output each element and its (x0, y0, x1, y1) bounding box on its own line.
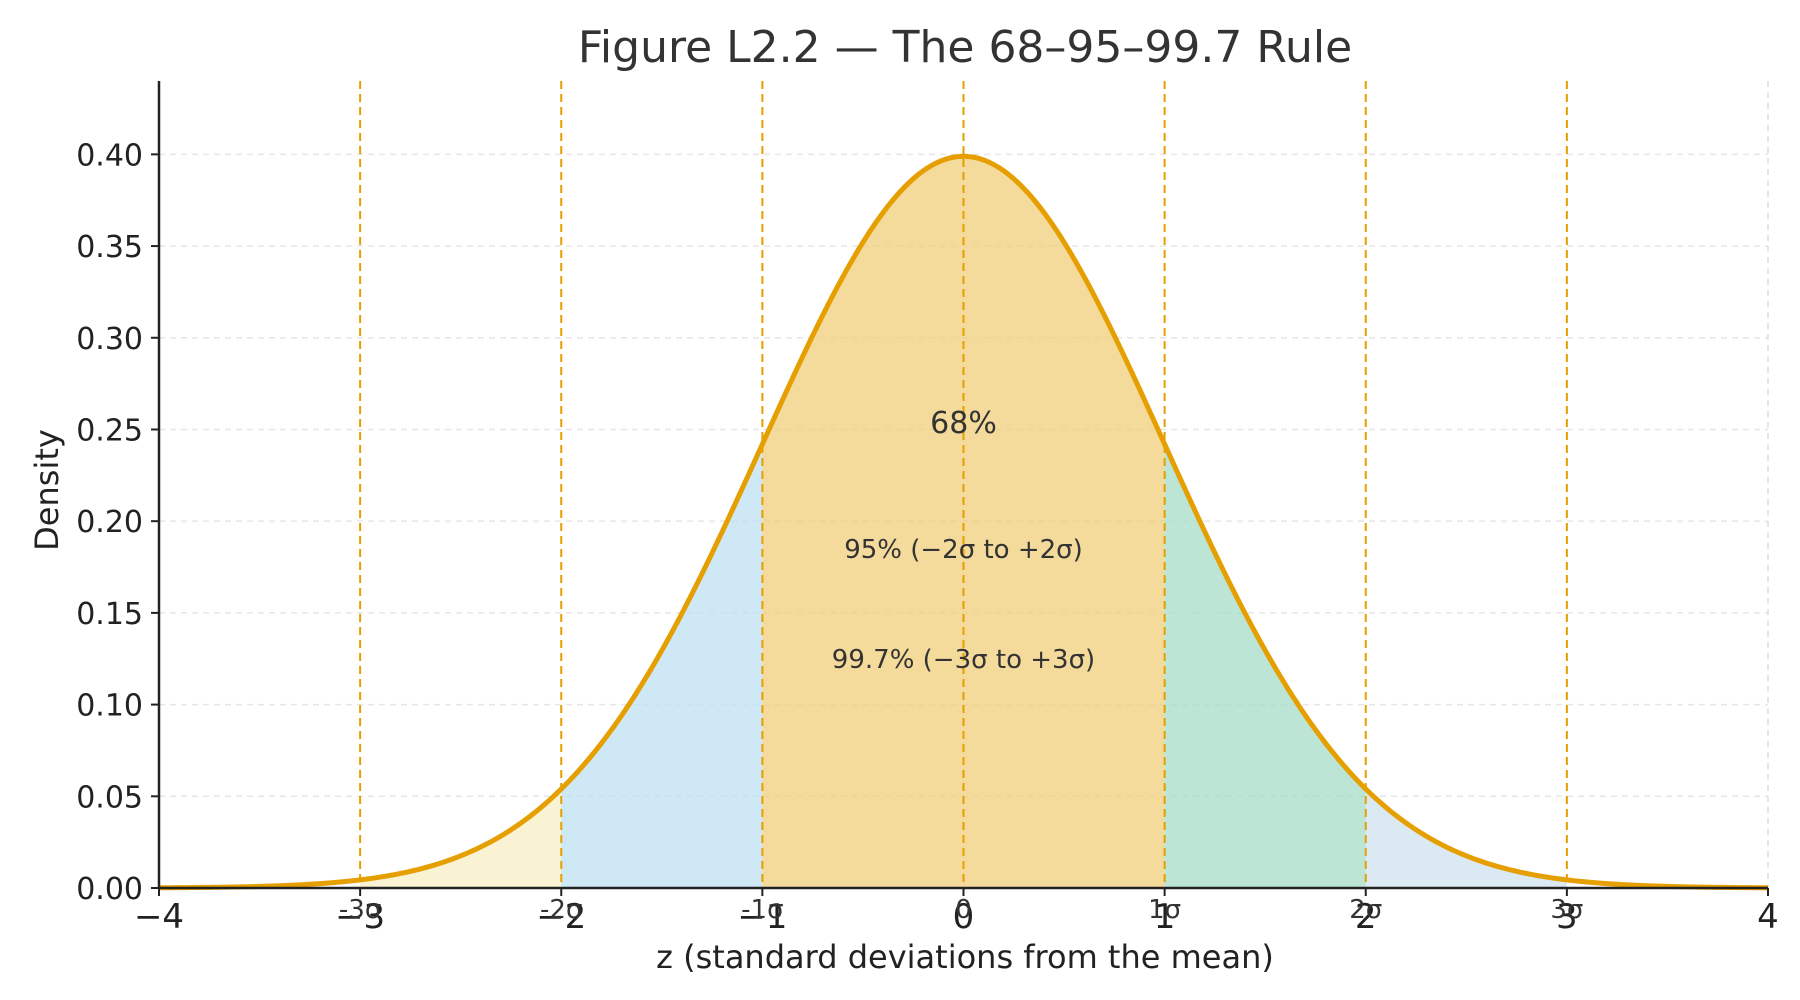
chart-title: Figure L2.2 — The 68–95–99.7 Rule (578, 22, 1352, 73)
y-axis-label: Density (28, 429, 66, 551)
y-tick-label-7: 0.35 (76, 230, 143, 265)
band-4 (1365, 788, 1567, 888)
sigma-label-5: 2σ (1349, 895, 1382, 925)
x-axis-label: z (standard deviations from the mean) (656, 938, 1274, 976)
sigma-label-0: -3σ (339, 895, 381, 925)
y-tick-label-4: 0.20 (76, 505, 143, 540)
x-tick-label-3: −1 (737, 897, 787, 937)
sigma-labels: -3σ -2σ -1σ 0 1σ 2σ 3σ (339, 895, 1583, 925)
annotation-0: 68% (930, 406, 997, 441)
y-tick-label-3: 0.15 (76, 597, 143, 632)
sigma-lines (359, 81, 1568, 888)
annotation-1: 95% (−2σ to +2σ) (844, 535, 1083, 565)
y-ticks: 0.00 0.05 0.10 0.15 0.20 0.25 0.30 0.35 0.40 (76, 138, 159, 907)
x-ticks: −4 −3 −2 −1 0 1 2 3 4 (134, 888, 1779, 937)
x-tick-label-1: −3 (335, 897, 385, 937)
density-curve (158, 153, 1769, 891)
x-tick-label-0: −4 (134, 897, 184, 937)
y-tick-label-1: 0.05 (76, 780, 143, 815)
x-tick-label-4: 0 (953, 897, 975, 937)
x-tick-label-7: 3 (1556, 897, 1578, 937)
sigma-label-6: 3σ (1550, 895, 1583, 925)
annotation-2: 99.7% (−3σ to +3σ) (832, 645, 1095, 675)
sigma-label-4: 1σ (1148, 895, 1181, 925)
y-tick-label-5: 0.25 (76, 413, 143, 448)
sigma-label-1: -2σ (540, 895, 582, 925)
band-2 (762, 156, 1165, 889)
y-tick-label-2: 0.10 (76, 689, 143, 724)
y-tick-label-8: 0.40 (76, 138, 143, 173)
x-tick-label-5: 1 (1154, 897, 1176, 937)
y-tick-label-6: 0.30 (76, 322, 143, 357)
band-0 (360, 788, 562, 888)
x-tick-label-8: 4 (1757, 897, 1779, 937)
sigma-label-2: -1σ (741, 895, 783, 925)
sigma-label-3: 0 (955, 895, 972, 925)
percentage-annotations: 68% 95% (−2σ to +2σ) 99.7% (−3σ to +3σ) (832, 406, 1095, 675)
x-tick-label-2: −2 (536, 897, 586, 937)
x-tick-label-6: 2 (1355, 897, 1377, 937)
y-tick-label-0: 0.00 (76, 872, 143, 907)
